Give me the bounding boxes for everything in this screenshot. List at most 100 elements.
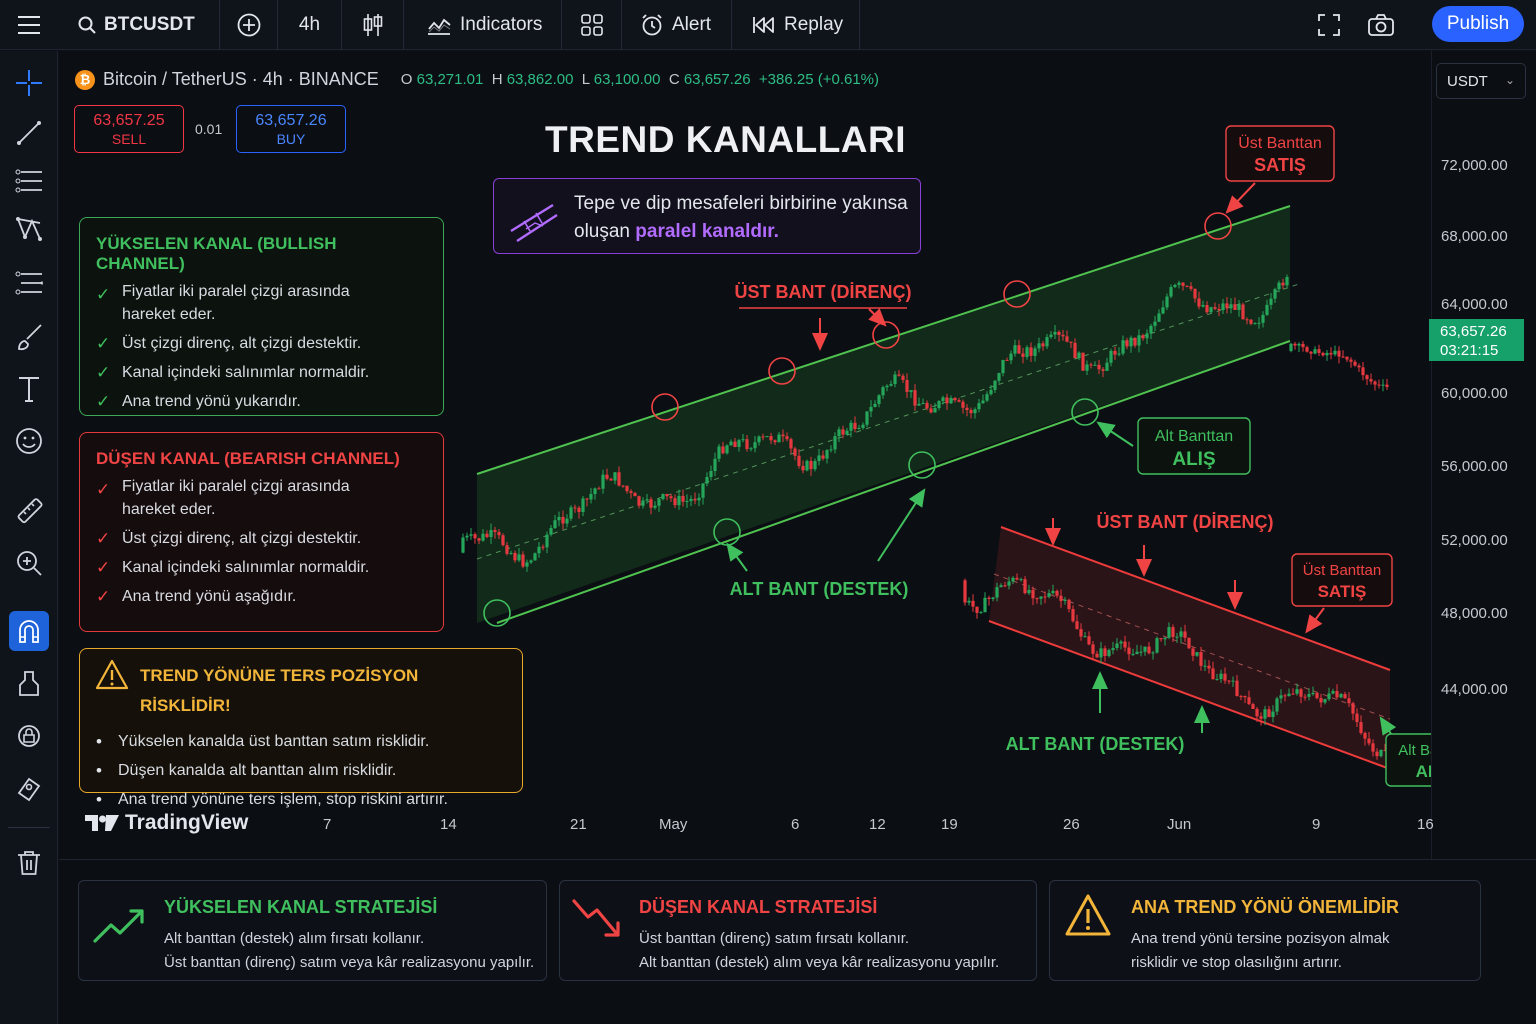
bear-candle-body	[1123, 641, 1127, 648]
bull-candle-body	[849, 422, 853, 431]
bull-candle-body	[789, 439, 793, 449]
symbol-search[interactable]: BTCUSDT	[58, 0, 220, 50]
bull-candle-body	[777, 434, 781, 443]
bull-candle-body	[1129, 337, 1133, 347]
publish-button[interactable]: Publish	[1432, 6, 1524, 42]
lock-tool[interactable]	[9, 715, 49, 755]
bull-candle-body	[749, 448, 753, 450]
bull-candle-body	[517, 554, 521, 561]
alert-button[interactable]: Alert	[622, 0, 732, 50]
bull-candle-body	[1273, 289, 1277, 299]
tradingview-logo[interactable]: TradingView	[85, 811, 248, 835]
interval-button[interactable]: 4h	[278, 0, 342, 50]
trend-importance-title: ANA TREND YÖNÜ ÖNEMLİDİR	[1131, 897, 1400, 917]
bearish-item: ✓ Ana trend yönü aşağıdır.	[96, 582, 427, 611]
remove-drawings-tool[interactable]	[9, 843, 49, 883]
ruler-tool[interactable]	[9, 491, 49, 531]
bearish-lower-band[interactable]	[988, 620, 1391, 770]
price-axis[interactable]: 72,000.00 68,000.00 64,000.00 60,000.00 …	[1431, 51, 1536, 859]
symbol-label: BTCUSDT	[104, 13, 195, 35]
search-icon	[78, 16, 96, 34]
sell-button[interactable]: 63,657.25 SELL	[74, 105, 184, 153]
forecast-tool[interactable]	[9, 263, 49, 303]
bearish-upper-band[interactable]	[1000, 526, 1391, 671]
bear-candle-body	[1251, 704, 1255, 709]
bull-candle-body	[697, 497, 701, 501]
fullscreen-button[interactable]	[1314, 10, 1344, 40]
bullish-midline	[476, 283, 1300, 560]
bear-candle-body	[1347, 698, 1351, 704]
order-quantity[interactable]: 0.01	[195, 121, 223, 137]
text-tool[interactable]	[9, 369, 49, 409]
bear-candle-body	[1351, 703, 1355, 714]
bitcoin-icon: ₿	[75, 69, 95, 90]
indicators-button[interactable]: Indicators	[404, 0, 562, 50]
bullish-strategy-title: YÜKSELEN KANAL STRATEJİSİ	[164, 897, 438, 917]
bear-candle-body	[1191, 648, 1195, 656]
bull-candle-body	[1245, 319, 1249, 321]
bull-candle-body	[753, 442, 757, 449]
magnet-tool[interactable]	[9, 611, 49, 651]
compare-button[interactable]	[220, 0, 278, 50]
bear-candle-body	[1259, 716, 1263, 719]
pattern-tool[interactable]	[9, 209, 49, 249]
snapshot-button[interactable]	[1366, 10, 1396, 40]
brush-tool[interactable]	[9, 317, 49, 357]
warning-icon	[95, 659, 129, 690]
price-chart-canvas[interactable]: ÜST BANT (DİRENÇ) ALT BANT (DESTEK) ÜST …	[59, 51, 1431, 859]
currency-select[interactable]: USDT ⌄	[1436, 63, 1526, 99]
menu-button[interactable]	[0, 0, 58, 50]
bull-candle-body	[1085, 364, 1089, 371]
hide-tool[interactable]	[9, 769, 49, 809]
bull-candle-body	[1241, 304, 1245, 320]
buy-box-bull-label: ALIŞ	[1172, 449, 1215, 470]
bearish-candles	[963, 573, 1387, 760]
symbol-legend[interactable]: ₿ Bitcoin / TetherUS · 4h · BINANCE O 63…	[75, 69, 879, 90]
bullish-channel-card: YÜKSELEN KANAL (BULLISH CHANNEL) ✓ Fiyatl…	[79, 217, 444, 416]
bull-candle-body	[1089, 364, 1093, 366]
bearish-item: ✓ Fiyatlar iki paralel çizgi arasında har…	[96, 475, 427, 524]
bullish-upper-band[interactable]	[476, 205, 1291, 475]
bull-candle-body	[1229, 304, 1233, 309]
bull-candle-body	[1133, 337, 1137, 346]
bull-candle-body	[1165, 296, 1169, 308]
bear-candle-body	[1051, 590, 1055, 594]
bullish-lower-band[interactable]	[496, 340, 1291, 624]
bull-candle-body	[533, 553, 537, 561]
zoom-tool[interactable]	[9, 543, 49, 583]
trash-icon	[18, 851, 40, 875]
bull-candle-body	[641, 500, 645, 506]
bull-candle-body	[957, 400, 961, 402]
trend-line-tool[interactable]	[9, 113, 49, 153]
bear-candle-body	[1287, 693, 1291, 696]
chart-pane[interactable]: ÜST BANT (DİRENÇ) ALT BANT (DESTEK) ÜST …	[59, 51, 1536, 859]
stay-drawing-tool[interactable]	[9, 663, 49, 703]
bear-candle-body	[1363, 733, 1367, 739]
bearish-item-text: Fiyatlar iki paralel çizgi arasında hare…	[122, 478, 350, 518]
bull-candle-body	[1005, 359, 1009, 361]
bullet-icon: •	[96, 732, 102, 751]
bullish-strategy-line-2: Üst banttan (direnç) satım veya kâr real…	[164, 954, 535, 971]
bear-candle-body	[1343, 694, 1347, 699]
bear-candle-body	[1211, 668, 1215, 680]
bear-candle-body	[1043, 596, 1047, 598]
chart-type-button[interactable]	[342, 0, 404, 50]
bull-candle-body	[1049, 334, 1053, 338]
layouts-button[interactable]	[562, 0, 622, 50]
bull-candle-body	[617, 472, 621, 486]
bullish-strategy-card: YÜKSELEN KANAL STRATEJİSİ Alt banttan (d…	[78, 880, 547, 981]
bull-candle-body	[553, 520, 557, 529]
bull-candle-body	[785, 436, 789, 440]
bull-candle-body	[813, 460, 817, 470]
bull-candle-body	[1093, 364, 1097, 366]
crosshair-tool[interactable]	[9, 63, 49, 103]
bull-candle-body	[825, 450, 829, 459]
bear-candle-body	[1367, 738, 1371, 744]
fib-tool[interactable]	[9, 161, 49, 201]
emoji-tool[interactable]	[9, 421, 49, 461]
buy-button[interactable]: 63,657.26 BUY	[236, 105, 346, 153]
sell-box-bull-title: Üst Banttan	[1238, 134, 1322, 152]
bull-candle-body	[765, 436, 769, 438]
replay-button[interactable]: Replay	[732, 0, 860, 50]
bull-candle-body	[633, 492, 637, 497]
